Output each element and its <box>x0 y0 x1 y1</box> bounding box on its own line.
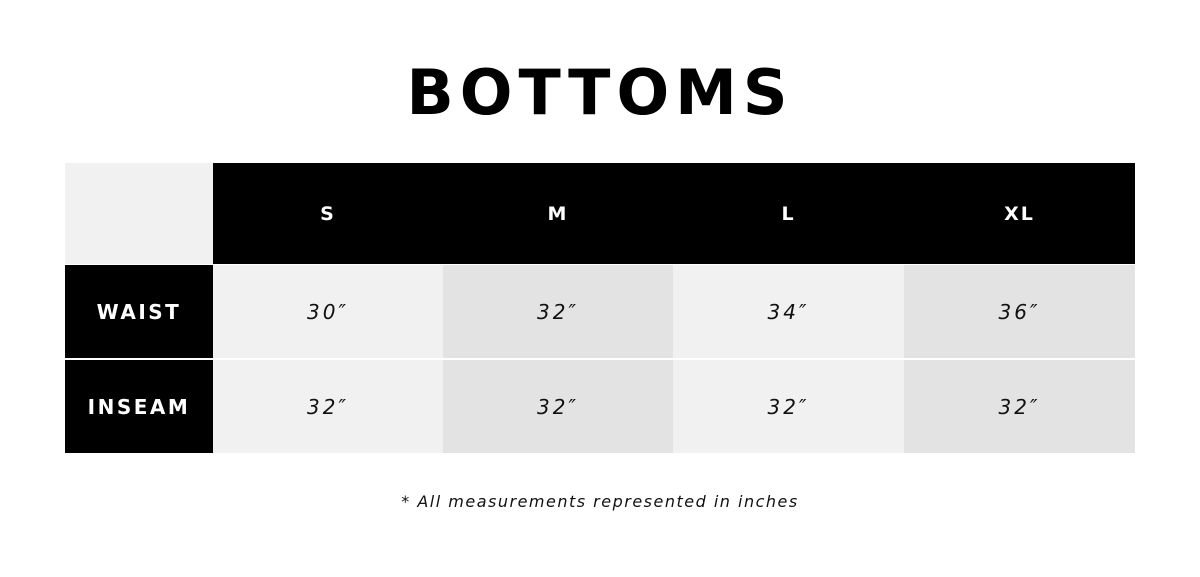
row-header-waist: WAIST <box>65 265 213 358</box>
table-cell: 32″ <box>213 360 443 453</box>
row-header-inseam: INSEAM <box>65 360 213 453</box>
table-cell: 32″ <box>443 265 673 358</box>
table-cell: 30″ <box>213 265 443 358</box>
footnote: * All measurements represented in inches <box>401 492 799 511</box>
column-header-s: S <box>213 163 443 264</box>
table-corner <box>65 163 213 264</box>
page-title: BOTTOMS <box>406 56 794 129</box>
column-header-m: M <box>443 163 673 264</box>
table-cell: 32″ <box>673 360 904 453</box>
table-cell: 32″ <box>904 360 1135 453</box>
table-cell: 32″ <box>443 360 673 453</box>
column-header-xl: XL <box>904 163 1135 264</box>
table-cell: 34″ <box>673 265 904 358</box>
size-chart-table: S M L XL WAIST 30″ 32″ 34″ 36″ INSEAM 32… <box>65 163 1135 453</box>
column-header-l: L <box>673 163 904 264</box>
table-cell: 36″ <box>904 265 1135 358</box>
